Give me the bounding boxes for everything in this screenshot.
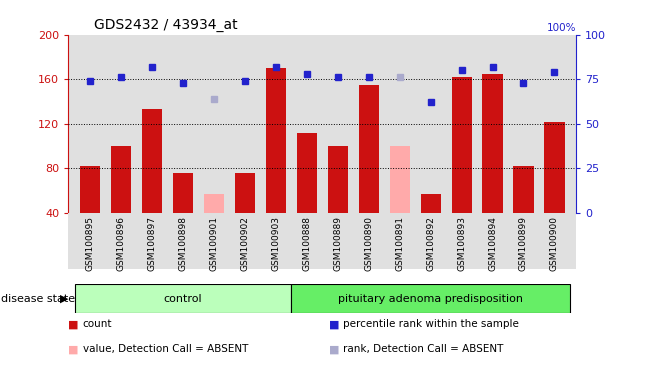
Text: count: count <box>83 319 112 329</box>
Bar <box>235 173 255 213</box>
Text: GSM100890: GSM100890 <box>364 216 373 271</box>
Text: GSM100888: GSM100888 <box>302 216 311 271</box>
Text: GSM100894: GSM100894 <box>488 216 497 271</box>
Text: GSM100899: GSM100899 <box>519 216 528 271</box>
Bar <box>482 74 503 213</box>
Bar <box>389 146 409 213</box>
Text: ■: ■ <box>329 344 339 354</box>
Text: GSM100895: GSM100895 <box>85 216 94 271</box>
Text: 100%: 100% <box>547 23 576 33</box>
Bar <box>327 146 348 213</box>
Text: ■: ■ <box>68 319 79 329</box>
Text: GSM100900: GSM100900 <box>550 216 559 271</box>
Bar <box>452 77 471 213</box>
Text: GSM100901: GSM100901 <box>210 216 218 271</box>
Bar <box>297 133 317 213</box>
Bar <box>544 122 564 213</box>
Text: disease state: disease state <box>1 293 76 304</box>
Text: GSM100897: GSM100897 <box>148 216 156 271</box>
Text: GDS2432 / 43934_at: GDS2432 / 43934_at <box>94 18 238 32</box>
Bar <box>266 68 286 213</box>
Text: GSM100892: GSM100892 <box>426 216 435 271</box>
Text: percentile rank within the sample: percentile rank within the sample <box>343 319 519 329</box>
Text: ▶: ▶ <box>60 293 68 304</box>
Bar <box>359 85 379 213</box>
Bar <box>514 166 534 213</box>
Bar <box>173 173 193 213</box>
Text: GSM100893: GSM100893 <box>457 216 466 271</box>
Text: GSM100889: GSM100889 <box>333 216 342 271</box>
Text: pituitary adenoma predisposition: pituitary adenoma predisposition <box>338 293 523 304</box>
Text: ■: ■ <box>329 319 339 329</box>
Text: control: control <box>163 293 202 304</box>
Text: ■: ■ <box>68 344 79 354</box>
Text: rank, Detection Call = ABSENT: rank, Detection Call = ABSENT <box>343 344 503 354</box>
Text: GSM100903: GSM100903 <box>271 216 281 271</box>
Text: GSM100891: GSM100891 <box>395 216 404 271</box>
Text: GSM100896: GSM100896 <box>117 216 126 271</box>
Text: GSM100898: GSM100898 <box>178 216 187 271</box>
Bar <box>111 146 131 213</box>
Bar <box>421 194 441 213</box>
Bar <box>75 284 291 313</box>
Bar <box>204 194 224 213</box>
Bar <box>142 109 162 213</box>
Bar <box>291 284 570 313</box>
Text: value, Detection Call = ABSENT: value, Detection Call = ABSENT <box>83 344 248 354</box>
Text: GSM100902: GSM100902 <box>240 216 249 271</box>
Bar <box>80 166 100 213</box>
